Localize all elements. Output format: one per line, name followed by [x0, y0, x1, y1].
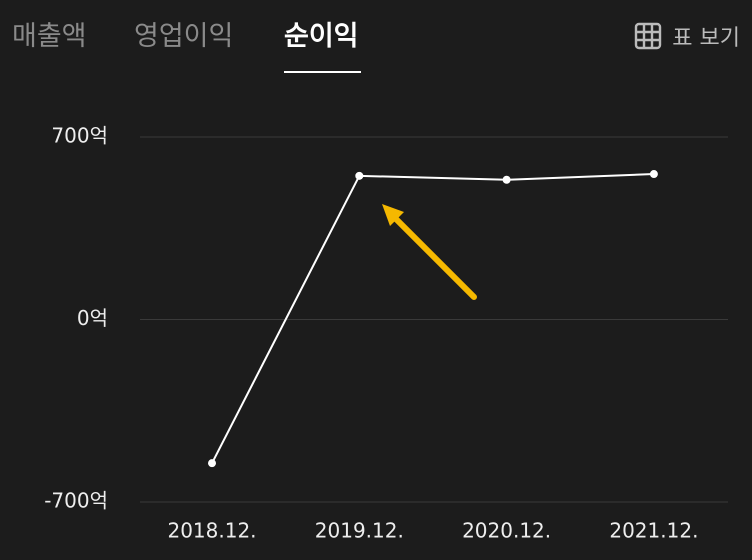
line [211, 173, 654, 464]
tab[interactable]: 매출액 [12, 21, 87, 52]
y-tick-label: -700억 [44, 489, 108, 513]
tab-underline [284, 71, 361, 73]
x-tick-label: 2020.12. [462, 519, 551, 543]
x-tick-label: 2018.12. [167, 519, 256, 543]
point [355, 171, 364, 180]
x-tick-label: 2019.12. [315, 519, 404, 543]
arrow [382, 204, 477, 300]
table-icon [635, 22, 662, 50]
point [502, 175, 511, 184]
y-tick-label: 700억 [51, 124, 108, 148]
x-tick-label: 2021.12. [609, 519, 698, 543]
point [649, 170, 658, 179]
tab[interactable]: 순이익 [284, 21, 359, 52]
table-view-button[interactable]: 표 보기 [634, 20, 740, 52]
button-label: 표 보기 [672, 26, 740, 51]
point [208, 459, 216, 468]
tab[interactable]: 영업이익 [134, 21, 234, 52]
y-tick-label: 0억 [77, 306, 108, 330]
